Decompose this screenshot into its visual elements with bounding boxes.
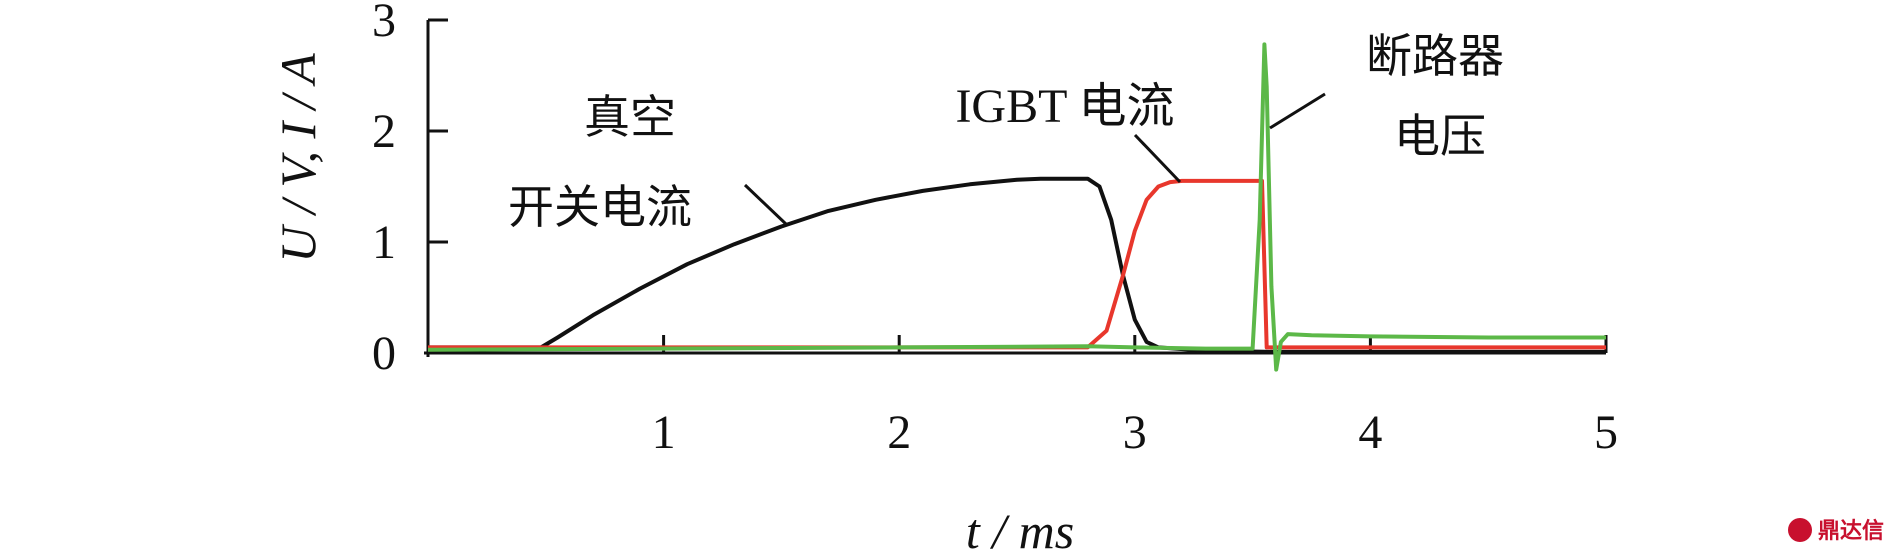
x-axis-label: t / ms bbox=[966, 503, 1074, 555]
x-tick-label: 1 bbox=[652, 406, 676, 459]
x-tick-label: 4 bbox=[1358, 406, 1382, 459]
x-tick-label: 2 bbox=[887, 406, 911, 459]
annotation-leader bbox=[743, 183, 789, 227]
annotation-leader bbox=[1133, 133, 1182, 184]
y-tick-label: 0 bbox=[372, 327, 396, 380]
watermark-logo: 鼎达信 bbox=[1788, 518, 1884, 544]
y-tick-label: 1 bbox=[372, 216, 396, 269]
x-tick-label: 3 bbox=[1123, 406, 1147, 459]
watermark-text: 鼎达信 bbox=[1818, 518, 1884, 544]
annotation-label: 开关电流 bbox=[508, 180, 692, 234]
annotation-label: 断路器 bbox=[1366, 29, 1504, 83]
x-tick-label: 5 bbox=[1594, 406, 1618, 459]
annotation-label: 电压 bbox=[1394, 109, 1486, 163]
annotation-label: 真空 bbox=[584, 90, 676, 144]
annotation-leaders bbox=[743, 92, 1326, 227]
watermark-icon bbox=[1788, 518, 1812, 542]
annotation-label: IGBT 电流 bbox=[955, 80, 1174, 133]
y-axis-label: U / V, I / A bbox=[270, 53, 326, 263]
y-tick-label: 2 bbox=[372, 105, 396, 158]
y-tick-label: 3 bbox=[372, 0, 396, 47]
ticks: 0 1 2 3 1 2 3 4 5 bbox=[372, 0, 1618, 459]
series-line-3 bbox=[427, 42, 1606, 372]
annotation-leader bbox=[1269, 92, 1326, 130]
series-lines bbox=[427, 42, 1606, 372]
